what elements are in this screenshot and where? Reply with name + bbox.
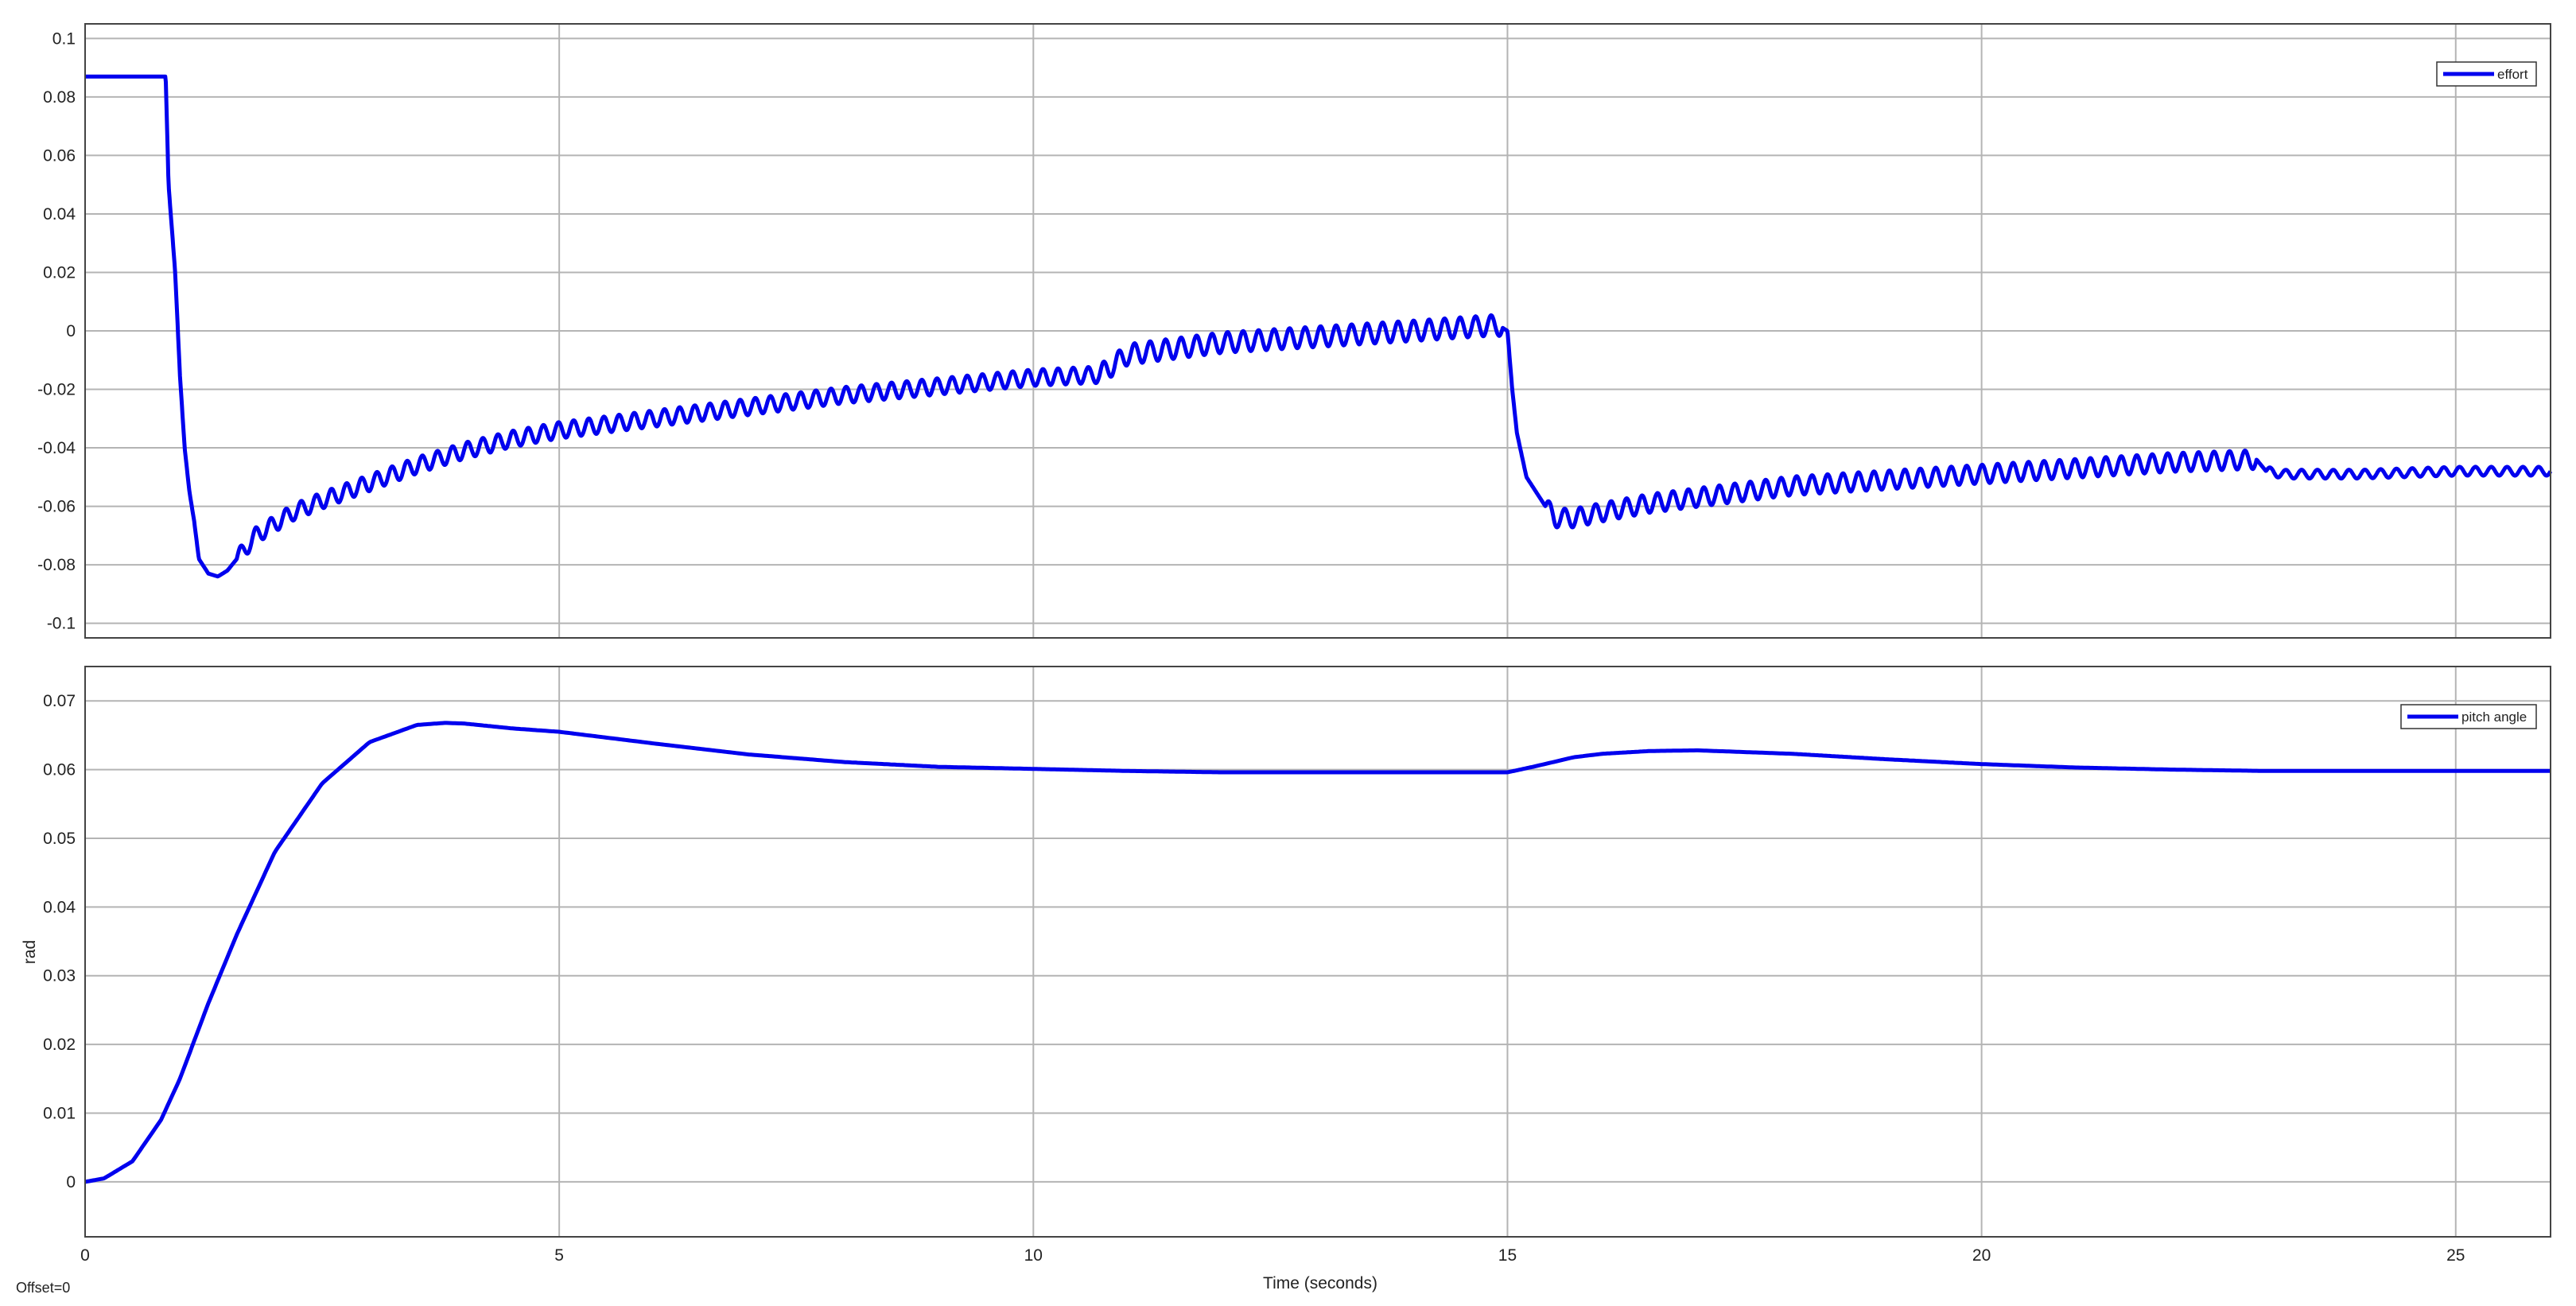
y-tick-label: 0 [66,322,76,340]
y-tick-label: 0.06 [43,761,76,779]
series-line-effort [84,74,2553,579]
y-tick-label: 0.03 [43,967,76,985]
y-tick-label: 0.07 [43,692,76,710]
y-tick-label: 0.06 [43,146,76,165]
y-tick-label: 0.1 [52,29,76,48]
y-tick-label: 0.02 [43,263,76,282]
y-tick-label: 0 [66,1173,76,1191]
x-tick-label: 5 [554,1246,564,1265]
y-tick-label: -0.06 [37,498,76,516]
series-line-pitch-angle [84,721,2551,1184]
y-axis-label: rad [21,940,39,964]
legend-label: effort [2497,67,2528,82]
y-tick-label: 0.02 [43,1036,76,1054]
plot-area [85,667,2551,1237]
x-tick-label: 0 [80,1246,90,1265]
y-tick-label: -0.02 [37,381,76,399]
axes-frame [84,23,2551,639]
legend-label: pitch angle [2461,709,2527,725]
x-tick-label: 20 [1972,1246,1991,1265]
y-tick-label: 0.05 [43,830,76,848]
offset-label: Offset=0 [16,1280,70,1296]
y-tick-label: 0.04 [43,898,76,916]
x-tick-label: 10 [1024,1246,1043,1265]
axes-frame [84,666,2551,1238]
y-tick-label: -0.1 [47,615,76,633]
y-tick-label: 0.01 [43,1105,76,1123]
pitch-angle-axes[interactable]: 0 5 10 15 20 25 0 0.01 0.02 0.03 0.04 0.05 0.06 0.07 p… [43,666,2551,1265]
effort-axes[interactable]: -0.1 -0.08 -0.06 -0.04 -0.02 0 0.02 0.04 0.06 0.0… [37,23,2553,639]
y-tick-label: -0.08 [37,556,76,574]
x-axis-label: Time (seconds) [1263,1274,1377,1292]
y-tick-label: 0.08 [43,88,76,107]
x-tick-label: 15 [1498,1246,1517,1265]
y-tick-label: -0.04 [37,439,76,457]
y-tick-label: 0.04 [43,205,76,223]
x-tick-label: 25 [2446,1246,2465,1265]
